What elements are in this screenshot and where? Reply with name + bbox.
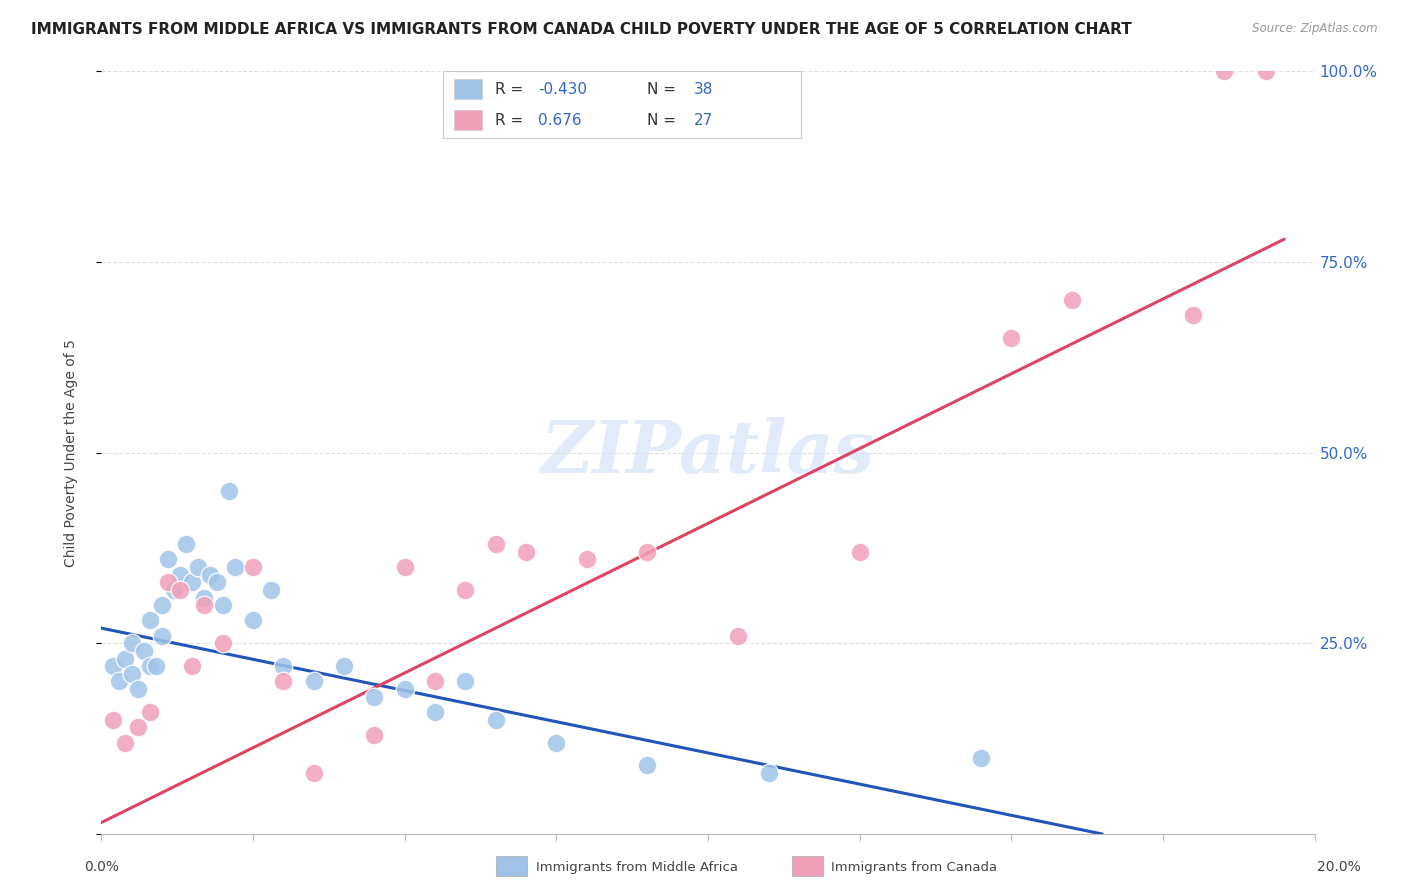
Point [211,636,233,650]
Point [150,629,173,643]
Point [242,560,264,574]
Text: IMMIGRANTS FROM MIDDLE AFRICA VS IMMIGRANTS FROM CANADA CHILD POVERTY UNDER THE : IMMIGRANTS FROM MIDDLE AFRICA VS IMMIGRA… [31,22,1132,37]
FancyBboxPatch shape [454,79,482,99]
Point [394,560,416,574]
Text: N =: N = [647,112,681,128]
Point [114,735,136,749]
Point [169,582,191,597]
Point [103,659,125,673]
Point [218,483,240,498]
Point [423,674,446,689]
Point [484,713,506,727]
Y-axis label: Child Poverty Under the Age of 5: Child Poverty Under the Age of 5 [63,339,77,566]
Point [121,636,143,650]
Point [1254,64,1277,78]
Point [169,567,191,582]
Point [575,552,598,566]
Text: Immigrants from Canada: Immigrants from Canada [831,861,997,873]
Point [363,728,385,742]
Point [205,575,228,590]
Point [156,575,179,590]
Point [636,758,658,772]
Point [1212,64,1234,78]
Point [271,674,294,689]
Point [200,567,222,582]
Text: 0.676: 0.676 [538,112,582,128]
Point [114,651,136,665]
Text: -0.430: -0.430 [538,82,586,97]
Point [454,674,477,689]
Point [1060,293,1083,307]
Text: 38: 38 [695,82,713,97]
Point [181,659,204,673]
Point [260,582,283,597]
Text: Immigrants from Middle Africa: Immigrants from Middle Africa [536,861,738,873]
Text: Source: ZipAtlas.com: Source: ZipAtlas.com [1253,22,1378,36]
Point [108,674,131,689]
Text: R =: R = [495,82,529,97]
Text: 20.0%: 20.0% [1316,860,1361,874]
Text: 27: 27 [695,112,713,128]
FancyBboxPatch shape [454,111,482,130]
Point [271,659,294,673]
Point [163,582,186,597]
Point [727,629,749,643]
Point [145,659,167,673]
Point [515,545,537,559]
Point [193,598,215,612]
Point [454,582,477,597]
Point [333,659,356,673]
Point [484,537,506,551]
Point [848,545,870,559]
Point [132,644,155,658]
Point [127,720,149,734]
Point [423,705,446,719]
Point [546,735,568,749]
Point [394,682,416,697]
Point [174,537,197,551]
Point [1182,309,1205,323]
Point [363,690,385,704]
Point [224,560,246,574]
Point [242,614,264,628]
Point [193,591,215,605]
Point [302,674,325,689]
Text: R =: R = [495,112,529,128]
Point [636,545,658,559]
Point [1000,331,1022,345]
Point [302,766,325,780]
Text: N =: N = [647,82,681,97]
Point [181,575,204,590]
Point [103,713,125,727]
Text: ZIPatlas: ZIPatlas [541,417,875,488]
Point [139,705,162,719]
Point [150,598,173,612]
Point [211,598,233,612]
Point [970,750,993,764]
Point [758,766,780,780]
Point [121,666,143,681]
Point [139,614,162,628]
Point [187,560,209,574]
Text: 0.0%: 0.0% [84,860,118,874]
Point [156,552,179,566]
Point [127,682,149,697]
Point [139,659,162,673]
